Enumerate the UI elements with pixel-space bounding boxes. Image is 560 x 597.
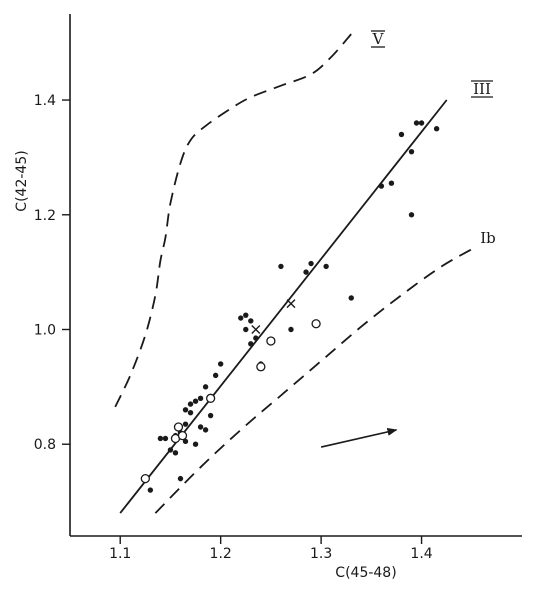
y-axis-label: C(42-45)	[14, 150, 30, 211]
curve-label-iii: III	[473, 80, 491, 98]
data-point-filled	[248, 341, 254, 347]
data-point-filled	[408, 212, 415, 218]
data-point-filled	[202, 384, 209, 390]
data-point-filled	[378, 183, 385, 189]
curve-labels: III V Ib	[371, 30, 496, 247]
y-tick-label: 1.4	[34, 93, 56, 109]
data-point-filled	[162, 435, 169, 442]
y-tick-label: 0.8	[34, 437, 56, 453]
x-tick-label: 1.3	[310, 546, 332, 562]
data-point-filled	[207, 412, 214, 419]
data-point-filled	[418, 120, 425, 126]
data-point-filled	[212, 372, 219, 379]
data-point-open	[177, 430, 188, 441]
x-tick-label: 1.2	[210, 546, 232, 562]
data-point-filled	[253, 335, 259, 341]
x-tick-label: 1.4	[410, 546, 432, 562]
data-point-filled	[187, 409, 194, 416]
data-point-filled	[238, 315, 244, 321]
data-point-filled	[182, 407, 189, 413]
data-point-cross	[251, 324, 261, 334]
data-point-filled	[187, 401, 194, 407]
data-point-cross	[286, 299, 296, 309]
curve-label-ib: Ib	[480, 229, 496, 247]
data-point-filled	[192, 441, 199, 447]
data-point-open	[311, 319, 321, 329]
data-point-filled	[398, 131, 405, 138]
y-ticks: 0.8 1.0 1.2 1.4	[34, 93, 70, 453]
data-point-open	[205, 393, 216, 403]
data-point-open	[266, 336, 276, 346]
arrow	[320, 427, 398, 448]
data-point-filled	[167, 447, 174, 453]
data-point-open	[173, 422, 184, 432]
curve-ib	[154, 248, 473, 514]
data-point-filled	[323, 263, 329, 270]
reference-curves	[114, 33, 473, 514]
data-point-filled	[192, 398, 199, 404]
data-point-filled	[177, 475, 184, 482]
x-axis-label: C(45-48)	[335, 565, 396, 581]
data-points	[140, 120, 440, 493]
data-point-filled	[243, 312, 249, 318]
curve-v	[114, 33, 352, 408]
data-point-filled	[433, 126, 440, 132]
y-tick-label: 1.2	[34, 208, 56, 224]
data-point-filled	[248, 318, 254, 324]
data-point-filled	[288, 326, 294, 333]
annotations	[320, 427, 398, 448]
data-point-filled	[182, 421, 189, 427]
data-point-filled	[147, 487, 154, 493]
data-point-filled	[308, 260, 314, 267]
data-point-open	[140, 473, 150, 484]
x-tick-label: 1.1	[109, 546, 131, 562]
data-point-filled	[182, 438, 189, 445]
data-point-filled	[243, 326, 249, 333]
data-point-filled	[408, 148, 415, 155]
curve-label-v: V	[372, 30, 385, 48]
axes	[69, 14, 522, 537]
data-point-filled	[197, 395, 204, 402]
data-point-filled	[413, 120, 420, 126]
data-point-filled	[157, 435, 164, 442]
data-point-filled	[388, 180, 395, 186]
data-point-filled	[217, 361, 224, 367]
data-point-filled	[172, 450, 179, 456]
data-point-filled	[278, 263, 284, 270]
data-point-filled	[348, 295, 354, 301]
data-point-filled	[303, 269, 309, 275]
data-point-filled	[202, 427, 209, 433]
data-point-filled	[197, 424, 204, 430]
y-tick-label: 1.0	[34, 322, 56, 338]
data-point-open	[256, 362, 266, 372]
curve-iii	[119, 99, 448, 514]
x-ticks: 1.1 1.2 1.3 1.4	[109, 536, 433, 562]
